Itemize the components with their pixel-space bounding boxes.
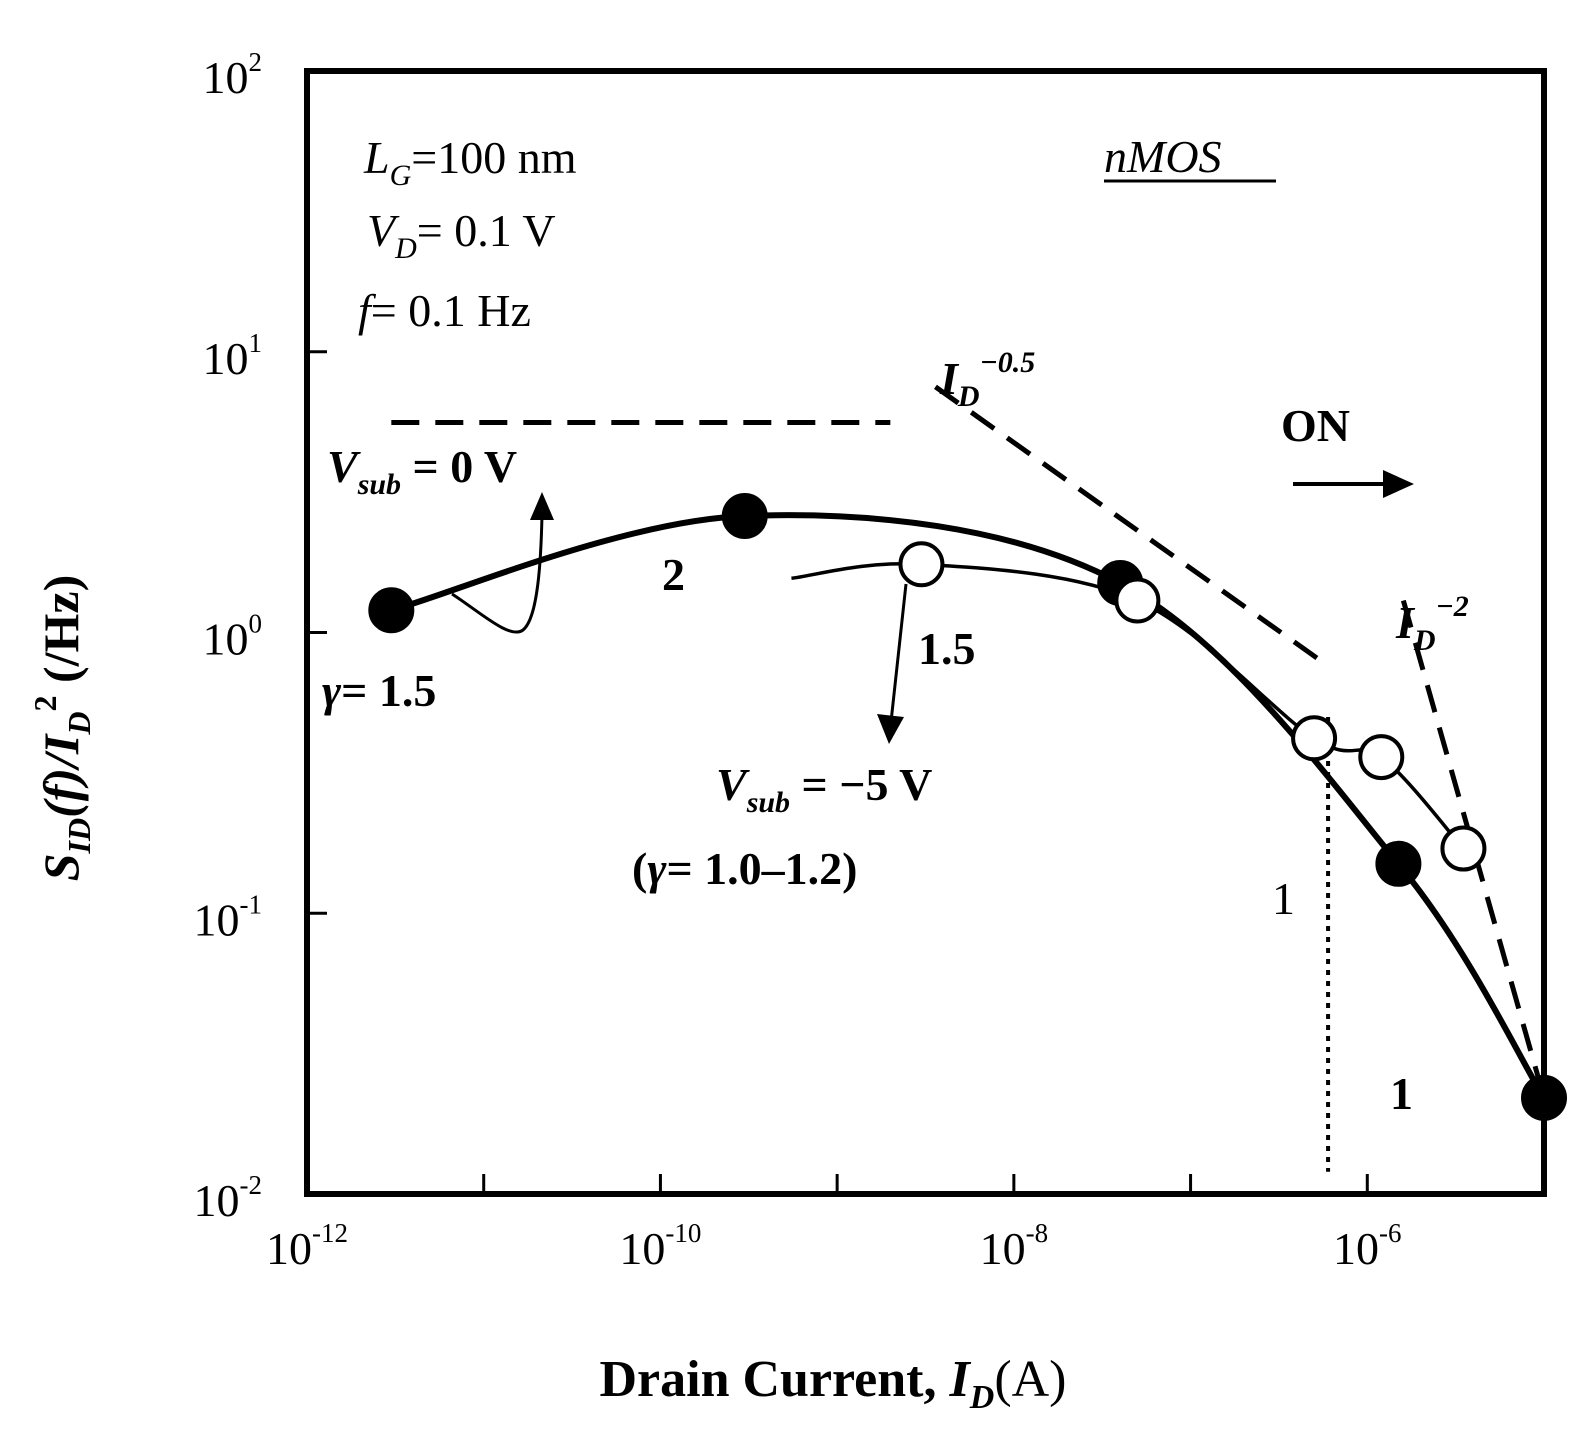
y-tick-label: 100: [203, 609, 263, 665]
open-data-point: [1114, 577, 1161, 624]
y-tick-label: 10-2: [194, 1170, 263, 1226]
on-label: ON: [1281, 400, 1350, 451]
filled-data-point: [1375, 840, 1422, 887]
annotation-arrows: [451, 470, 1414, 744]
x-tick-label: 10-6: [1333, 1218, 1402, 1274]
series-markers: [368, 492, 1567, 1121]
on-arrow-head: [1383, 470, 1414, 498]
series-vsub0-line: [390, 512, 1547, 1100]
slope-half-label: ID−0.5: [939, 346, 1035, 413]
slope-num-1-5: 1.5: [918, 623, 976, 674]
param-lg: LG=100 nm: [363, 132, 577, 192]
x-axis-ticks: 10-12 10-10 10-8 10-6: [266, 1174, 1402, 1274]
x-tick-label: 10-10: [619, 1218, 701, 1274]
open-data-point: [1440, 825, 1487, 872]
slope-num-2: 2: [662, 549, 685, 600]
x-tick-label: 10-12: [266, 1218, 348, 1274]
param-f: f= 0.1 Hz: [358, 285, 531, 336]
open-data-point: [898, 541, 945, 588]
y-tick-label: 10-1: [194, 889, 263, 945]
x-axis-label: Drain Current, ID(A): [599, 1351, 1066, 1416]
y-tick-label: 101: [203, 328, 263, 384]
series-curves: [390, 512, 1547, 1100]
open-data-point: [1358, 734, 1405, 781]
open-data-point: [1291, 715, 1338, 762]
y-tick-label: 102: [203, 47, 263, 103]
dashed-reference-line: [934, 384, 1330, 668]
vsub0-arrow-head: [530, 492, 554, 520]
filled-data-point: [1521, 1074, 1567, 1121]
vsub5-arrow-head: [877, 714, 904, 744]
param-vd: VD= 0.1 V: [367, 205, 556, 265]
gamma-range-label: (γ= 1.0–1.2): [632, 843, 858, 894]
slope-num-1-right: 1: [1390, 1068, 1413, 1119]
vsub0-arrow-path: [451, 514, 544, 634]
vsub5-arrow-line: [889, 583, 908, 723]
filled-data-point: [721, 492, 768, 539]
filled-data-point: [368, 587, 415, 634]
vsub0-label: Vsub = 0 V: [327, 441, 517, 501]
reference-lines: [391, 384, 1547, 1172]
slope-two-label: ID−2: [1395, 590, 1469, 657]
x-tick-label: 10-8: [980, 1218, 1049, 1274]
vsub5-label: Vsub = −5 V: [716, 759, 932, 819]
gamma-left-label: γ= 1.5: [322, 665, 436, 716]
slope-num-1-dotted: 1: [1272, 873, 1295, 924]
y-axis-label: SID(f)/ID2 (/Hz): [27, 575, 97, 882]
y-axis-ticks: 10-2 10-1 100 101 102: [194, 47, 327, 1226]
device-label: nMOS: [1104, 131, 1222, 182]
